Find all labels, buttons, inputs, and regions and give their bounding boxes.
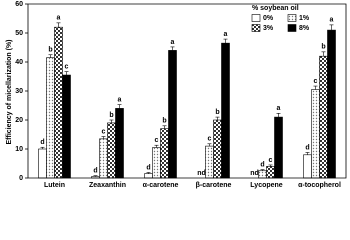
bar — [274, 116, 283, 179]
bar — [327, 29, 336, 179]
x-tick-label: Lycopene — [250, 182, 283, 189]
significance-letter: d — [93, 168, 97, 175]
significance-letter: a — [277, 105, 281, 112]
y-tick-label: 40 — [15, 59, 23, 66]
legend-title: % soybean oil — [252, 5, 299, 12]
y-tick-label: 60 — [15, 1, 23, 8]
significance-letter: b — [109, 112, 113, 119]
significance-letter: b — [215, 109, 219, 116]
significance-letter: a — [57, 15, 61, 22]
significance-letter: a — [118, 96, 122, 103]
x-tick-label: α-tocopherol — [298, 182, 341, 189]
bar — [107, 122, 116, 179]
bar — [266, 166, 275, 179]
bar — [311, 89, 320, 179]
x-tick-label: Zeaxanthin — [89, 182, 126, 189]
bar — [54, 26, 63, 179]
bar — [160, 128, 169, 179]
x-tick-label: β-carotene — [196, 182, 232, 189]
significance-letter: a — [330, 17, 334, 24]
legend-swatch — [287, 24, 297, 32]
bar — [205, 145, 214, 179]
y-axis-label: Efficiency of micellarization (%) — [6, 39, 13, 144]
bar — [221, 42, 230, 179]
legend-label: 8% — [299, 25, 310, 32]
bar — [303, 154, 312, 179]
bar — [38, 148, 47, 179]
y-tick-label: 50 — [15, 30, 23, 37]
significance-letter: b — [48, 47, 52, 54]
x-tick-label: α-carotene — [143, 182, 179, 189]
y-tick-label: 30 — [15, 88, 23, 95]
bar — [115, 108, 124, 179]
significance-letter: c — [208, 136, 212, 143]
significance-letter: b — [321, 44, 325, 51]
legend-label: 0% — [263, 15, 274, 22]
bar — [213, 119, 222, 179]
axes — [27, 3, 347, 179]
significance-letter: a — [171, 39, 175, 46]
bar — [319, 55, 328, 179]
bar — [144, 173, 153, 179]
x-tick-label: Lutein — [44, 182, 65, 189]
bar — [152, 147, 161, 179]
significance-letter: c — [102, 128, 106, 135]
significance-letter: d — [260, 161, 264, 168]
significance-letter: c — [314, 78, 318, 85]
legend-label: 3% — [263, 25, 274, 32]
significance-letter: d — [40, 139, 44, 146]
legend-swatch — [251, 24, 261, 32]
bar — [62, 74, 71, 179]
significance-letter: d — [305, 144, 309, 151]
bar — [99, 138, 108, 179]
significance-letter: b — [162, 118, 166, 125]
legend-label: 1% — [299, 15, 310, 22]
y-tick-label: 20 — [15, 117, 23, 124]
page: {"chart_data": {"type": "bar", "ylabel":… — [5, 0, 347, 189]
significance-letter: c — [65, 63, 69, 70]
legend-swatch — [287, 14, 297, 22]
legend-swatch — [251, 14, 261, 22]
significance-letter: c — [155, 137, 159, 144]
y-tick-label: 10 — [15, 146, 23, 153]
chart: Efficiency of micellarization (%) 0 10 20 3… — [6, 1, 347, 189]
bar — [168, 50, 177, 179]
significance-letter: nd — [197, 170, 206, 177]
significance-letter: c — [269, 157, 273, 164]
bar — [258, 170, 267, 179]
significance-letter: a — [224, 31, 228, 38]
bar — [46, 57, 55, 179]
significance-letter: nd — [250, 170, 259, 177]
y-tick-label: 0 — [19, 175, 23, 182]
significance-letter: d — [146, 164, 150, 171]
